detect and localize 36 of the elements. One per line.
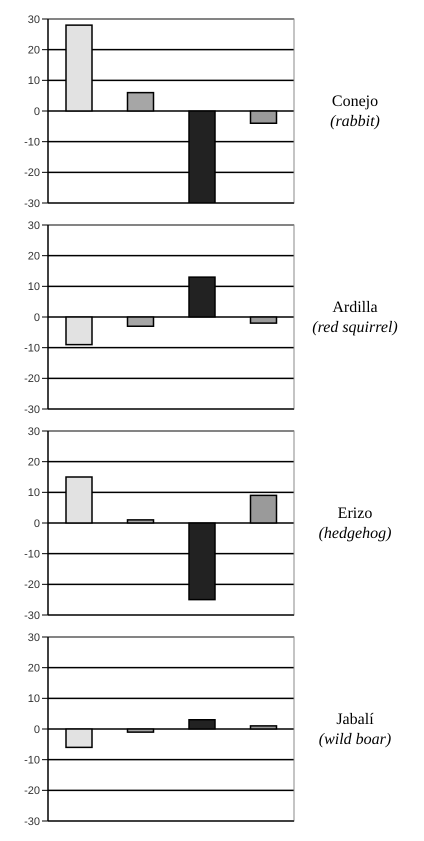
text: (rabbit) — [330, 113, 380, 130]
text: (wild boar) — [318, 731, 392, 748]
y-tick-label: 20 — [28, 44, 40, 57]
y-tick-label: -20 — [24, 785, 40, 798]
y-tick-label: 10 — [28, 281, 40, 294]
y-tick-label: -10 — [24, 342, 40, 355]
y-tick-label: -30 — [24, 404, 40, 416]
y-tick-label: 30 — [28, 220, 40, 232]
text: (hedgehog) — [318, 525, 392, 542]
y-tick-label: 0 — [34, 724, 40, 736]
y-tick-label: -20 — [24, 373, 40, 386]
y-tick-label: 10 — [28, 75, 40, 88]
y-tick-label: 20 — [28, 456, 40, 469]
y-tick-label: -10 — [24, 548, 40, 561]
y-tick-label: 10 — [28, 487, 40, 500]
y-tick-label: 20 — [28, 662, 40, 675]
y-tick-label: -30 — [24, 198, 40, 210]
y-tick-label: -30 — [24, 816, 40, 828]
y-tick-label: 0 — [34, 106, 40, 118]
y-tick-label: 30 — [28, 14, 40, 26]
y-tick-label: -20 — [24, 167, 40, 180]
y-tick-label: 0 — [34, 518, 40, 530]
y-tick-label: -10 — [24, 136, 40, 149]
y-tick-label: 0 — [34, 312, 40, 324]
text: Ardilla — [332, 299, 378, 316]
y-tick-label: 30 — [28, 632, 40, 644]
y-tick-label: -10 — [24, 754, 40, 767]
y-tick-label: 20 — [28, 250, 40, 263]
y-tick-label: -30 — [24, 610, 40, 622]
y-tick-label: -20 — [24, 579, 40, 592]
text: Conejo — [332, 93, 378, 110]
text: (red squirrel) — [312, 319, 398, 336]
text: Erizo — [338, 505, 372, 522]
y-tick-label: 30 — [28, 426, 40, 438]
text: Jabalí — [336, 711, 374, 728]
y-tick-label: 10 — [28, 693, 40, 706]
